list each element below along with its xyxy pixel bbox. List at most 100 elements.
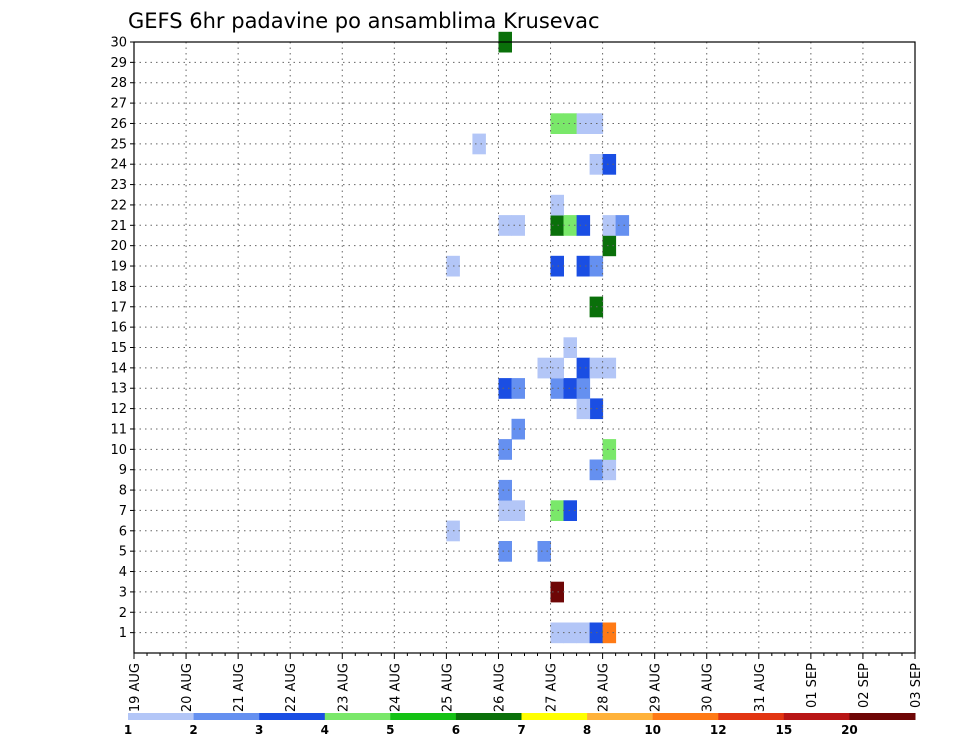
cell-26-aug-h18-m14 <box>537 357 551 379</box>
ytick-label: 28 <box>110 76 127 91</box>
cell-27-aug-h6-m15 <box>563 337 577 358</box>
legend-label: 8 <box>583 723 591 737</box>
ytick-label: 8 <box>119 484 127 499</box>
ytick-label: 9 <box>119 463 127 478</box>
ytick-label: 26 <box>110 117 127 132</box>
legend-swatch <box>521 713 588 720</box>
cell-26-aug-h18-m5 <box>537 541 551 562</box>
legend-label: 12 <box>710 723 727 737</box>
cells-layer <box>446 31 630 644</box>
legend-label: 4 <box>321 723 329 737</box>
cell-27-aug-h0-m13 <box>550 378 564 399</box>
cell-27-aug-h6-m21 <box>563 215 577 236</box>
cell-27-aug-h12-m12 <box>576 398 591 420</box>
ytick-label: 2 <box>119 606 127 621</box>
xtick-label: 01 SEP <box>805 663 820 708</box>
cell-27-aug-h0-m19 <box>550 255 564 277</box>
legend-swatch <box>128 713 195 720</box>
ytick-label: 15 <box>110 341 127 356</box>
cell-27-aug-h12-m1 <box>576 622 591 644</box>
ytick-label: 7 <box>119 504 127 519</box>
cell-26-aug-h0-m5 <box>498 541 512 562</box>
ytick-label: 1 <box>119 626 127 641</box>
legend-swatch <box>652 713 719 720</box>
xtick-label: 21 AUG <box>232 663 247 712</box>
ytick-label: 12 <box>110 402 127 417</box>
ytick-label: 3 <box>119 585 127 600</box>
ytick-label: 6 <box>119 524 127 539</box>
cell-25-aug-h12-m25 <box>472 133 486 155</box>
x-axis: 19 AUG 20 AUG 21 AUG 22 AUG 23 AUG 24 AUG 25 A… <box>128 653 924 712</box>
cell-28-aug-h0-m14 <box>602 357 617 379</box>
legend-swatch <box>324 713 391 720</box>
ytick-label: 4 <box>119 565 127 580</box>
cell-27-aug-h0-m26 <box>550 113 564 134</box>
cell-26-aug-h0-m21 <box>498 215 512 236</box>
cell-27-aug-h6-m1 <box>563 622 577 644</box>
cell-27-aug-h0-m22 <box>550 194 564 216</box>
ytick-label: 24 <box>110 158 127 173</box>
cell-27-aug-h0-m3 <box>550 581 564 603</box>
cell-27-aug-h0-m1 <box>550 622 564 644</box>
cell-26-aug-h6-m7 <box>511 500 525 521</box>
xtick-label: 27 AUG <box>545 663 560 712</box>
color-legend: 1 2 3 4 5 6 7 8 10 12 15 20 <box>124 713 916 737</box>
cell-27-aug-h0-m21 <box>550 215 564 236</box>
xtick-label: 02 SEP <box>857 663 872 708</box>
ytick-label: 27 <box>110 97 127 112</box>
cell-26-aug-h0-m13 <box>498 378 512 399</box>
ytick-label: 29 <box>110 56 127 71</box>
cell-28-aug-h0-m10 <box>602 439 617 460</box>
ytick-label: 23 <box>110 178 127 193</box>
xtick-label: 23 AUG <box>336 663 351 712</box>
legend-label: 7 <box>517 723 525 737</box>
ytick-label: 11 <box>110 422 127 437</box>
cell-26-aug-h0-m10 <box>498 439 512 460</box>
legend-label: 15 <box>775 723 792 737</box>
legend-label: 20 <box>841 723 858 737</box>
cell-27-aug-h0-m7 <box>550 500 564 521</box>
ytick-label: 21 <box>110 219 127 234</box>
legend-swatch <box>783 713 850 720</box>
xtick-label: 24 AUG <box>388 663 403 712</box>
cell-27-aug-h6-m7 <box>563 500 577 521</box>
grid-layer <box>134 41 915 653</box>
ytick-label: 10 <box>110 443 127 458</box>
cell-26-aug-h6-m21 <box>511 215 525 236</box>
cell-27-aug-h12-m13 <box>576 378 591 399</box>
xtick-label: 30 AUG <box>701 663 716 712</box>
legend-swatch <box>259 713 326 720</box>
xtick-label: 29 AUG <box>649 663 664 712</box>
cell-27-aug-h0-m14 <box>550 357 564 379</box>
cell-26-aug-h6-m11 <box>511 418 525 440</box>
cell-27-aug-h12-m19 <box>576 255 591 277</box>
cell-28-aug-h0-m1 <box>602 622 617 644</box>
cell-27-aug-h6-m26 <box>563 113 577 134</box>
ytick-label: 30 <box>110 36 127 51</box>
cell-26-aug-h6-m13 <box>511 378 525 399</box>
ytick-label: 17 <box>110 300 127 315</box>
y-axis: 1234567891011121314151617181920212223242… <box>110 36 134 641</box>
cell-28-aug-h0-m24 <box>602 154 617 175</box>
xtick-label: 19 AUG <box>128 663 143 712</box>
xtick-label: 31 AUG <box>753 663 768 712</box>
cell-27-aug-h12-m21 <box>576 215 591 236</box>
xtick-label: 03 SEP <box>909 663 924 708</box>
legend-swatch <box>390 713 457 720</box>
cell-26-aug-h0-m8 <box>498 479 512 501</box>
cell-27-aug-h12-m14 <box>576 357 591 379</box>
legend-label: 6 <box>452 723 460 737</box>
ytick-label: 22 <box>110 198 127 213</box>
ytick-label: 16 <box>110 321 127 336</box>
ytick-label: 18 <box>110 280 127 295</box>
xtick-label: 28 AUG <box>597 663 612 712</box>
ytick-label: 20 <box>110 239 127 254</box>
ytick-label: 14 <box>110 361 127 376</box>
legend-label: 1 <box>124 723 132 737</box>
legend-swatch <box>718 713 785 720</box>
ytick-label: 25 <box>110 137 127 152</box>
cell-27-aug-h12-m26 <box>576 113 591 134</box>
ytick-label: 19 <box>110 260 127 275</box>
legend-label: 3 <box>255 723 263 737</box>
